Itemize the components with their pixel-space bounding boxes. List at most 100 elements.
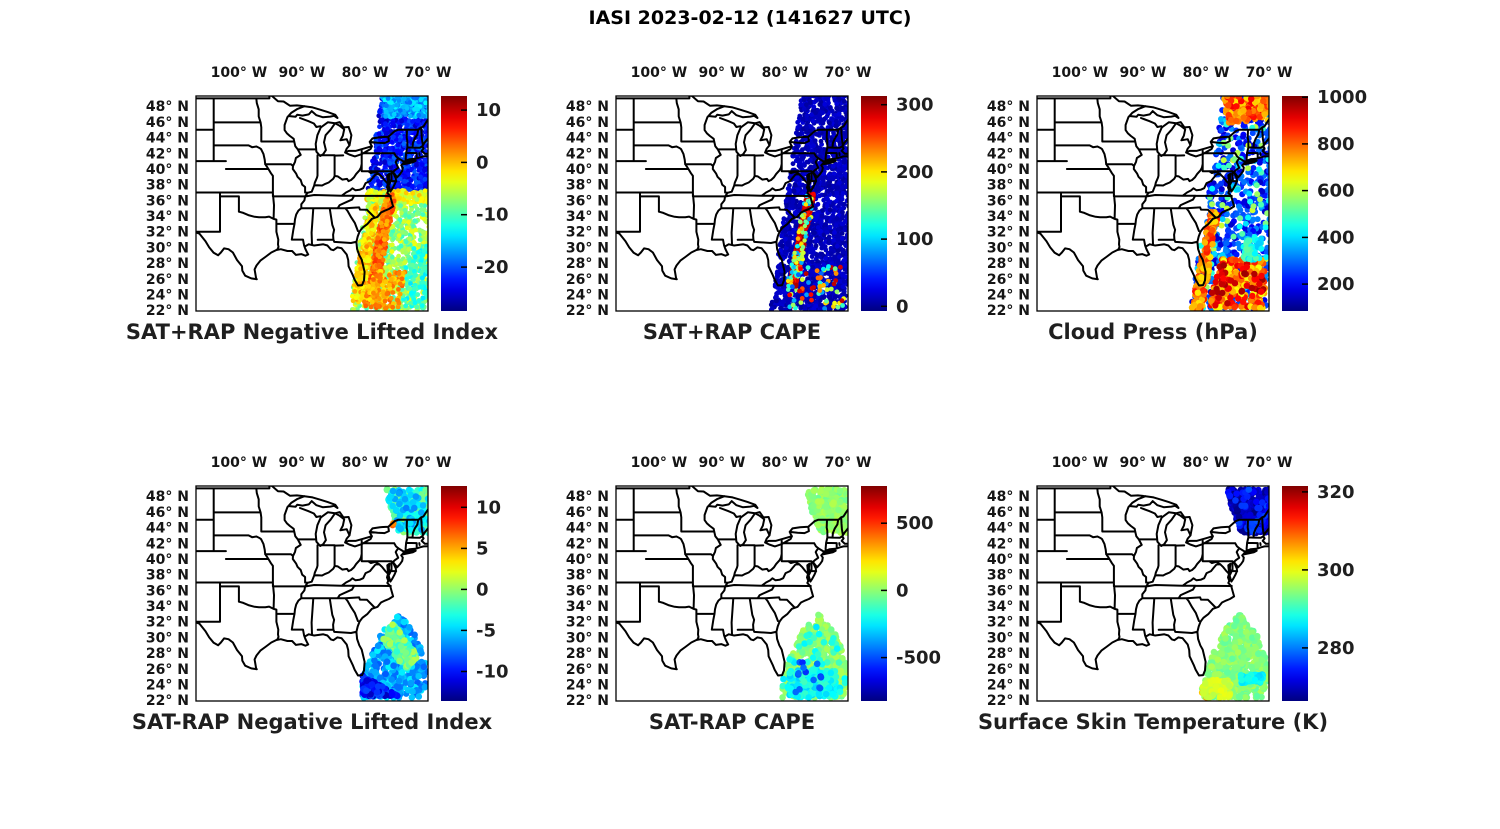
data-point: [402, 219, 407, 224]
lon-tick-label: 100° W: [631, 65, 688, 81]
data-point: [389, 232, 394, 237]
data-point: [797, 161, 802, 166]
data-point: [370, 223, 375, 228]
data-point: [411, 191, 416, 196]
data-point: [397, 271, 402, 276]
data-point: [415, 119, 420, 124]
data-point: [381, 250, 386, 255]
data-point: [390, 255, 395, 260]
data-point: [418, 237, 423, 242]
data-point: [409, 291, 414, 296]
data-point: [391, 290, 396, 295]
data-point: [394, 103, 399, 108]
data-point: [413, 273, 418, 278]
figure-title: IASI 2023-02-12 (141627 UTC): [589, 7, 912, 29]
lat-tick-label: 34° N: [566, 209, 609, 225]
data-point: [377, 146, 382, 151]
lat-tick-label: 38° N: [566, 178, 609, 194]
data-point: [388, 146, 393, 151]
data-point: [384, 109, 389, 114]
data-point: [842, 99, 847, 104]
data-point: [412, 240, 417, 245]
data-point: [371, 291, 376, 296]
data-point: [814, 239, 819, 244]
data-point: [425, 290, 430, 295]
data-point: [405, 123, 410, 128]
data-point: [814, 243, 819, 248]
data-point: [378, 183, 383, 188]
data-point: [827, 295, 832, 300]
data-point: [836, 260, 841, 265]
data-point: [828, 106, 833, 111]
data-point: [397, 233, 402, 238]
data-point: [403, 174, 408, 179]
data-point: [419, 207, 424, 212]
data-point: [419, 203, 424, 208]
data-point: [414, 305, 419, 310]
data-point: [408, 281, 413, 286]
lat-tick-label: 48° N: [566, 99, 609, 115]
lat-tick-label: 44° N: [146, 131, 189, 147]
data-point: [366, 257, 371, 262]
data-point: [387, 283, 392, 288]
data-point: [421, 231, 426, 236]
data-point: [419, 97, 424, 102]
data-point: [398, 281, 403, 286]
data-point: [384, 305, 389, 310]
data-point: [416, 250, 421, 255]
data-point: [836, 284, 841, 289]
data-point: [825, 230, 830, 235]
data-point: [828, 225, 833, 230]
data-point: [355, 273, 360, 278]
data-point: [413, 204, 418, 209]
data-point: [803, 146, 808, 151]
data-point: [396, 188, 401, 193]
data-point: [369, 305, 374, 310]
lat-tick-label: 30° N: [566, 240, 609, 256]
data-point: [415, 292, 420, 297]
data-point: [784, 203, 789, 208]
data-point: [376, 304, 381, 309]
lat-tick-label: 28° N: [146, 256, 189, 272]
data-point: [420, 276, 425, 281]
data-point: [416, 243, 421, 248]
data-point: [354, 295, 359, 300]
data-point: [370, 300, 375, 305]
data-point: [409, 207, 414, 212]
lat-tick-label: 46° N: [566, 115, 609, 131]
data-point: [423, 101, 428, 106]
data-point: [373, 206, 378, 211]
data-point: [421, 249, 426, 254]
data-point: [819, 139, 824, 144]
data-point: [410, 119, 415, 124]
data-point: [407, 286, 412, 291]
data-point: [384, 103, 389, 108]
lat-tick-label: 42° N: [566, 146, 609, 162]
data-point: [399, 119, 404, 124]
data-point: [836, 248, 841, 253]
lat-tick-label: 44° N: [566, 131, 609, 147]
data-point: [385, 219, 390, 224]
data-point: [390, 121, 395, 126]
data-point: [815, 259, 820, 264]
data-point: [377, 124, 382, 129]
data-point: [413, 300, 418, 305]
data-point: [421, 212, 426, 217]
lat-tick-label: 40° N: [146, 162, 189, 178]
data-point: [398, 292, 403, 297]
data-point: [403, 304, 408, 309]
data-point: [402, 97, 407, 102]
data-point: [407, 195, 412, 200]
data-point: [392, 112, 397, 117]
data-point: [387, 273, 392, 278]
data-point: [378, 276, 383, 281]
lat-tick-label: 26° N: [146, 272, 189, 288]
data-point: [421, 280, 426, 285]
data-point: [841, 250, 846, 255]
data-point: [391, 134, 396, 139]
lat-tick-label: 42° N: [146, 146, 189, 162]
data-point: [382, 148, 387, 153]
